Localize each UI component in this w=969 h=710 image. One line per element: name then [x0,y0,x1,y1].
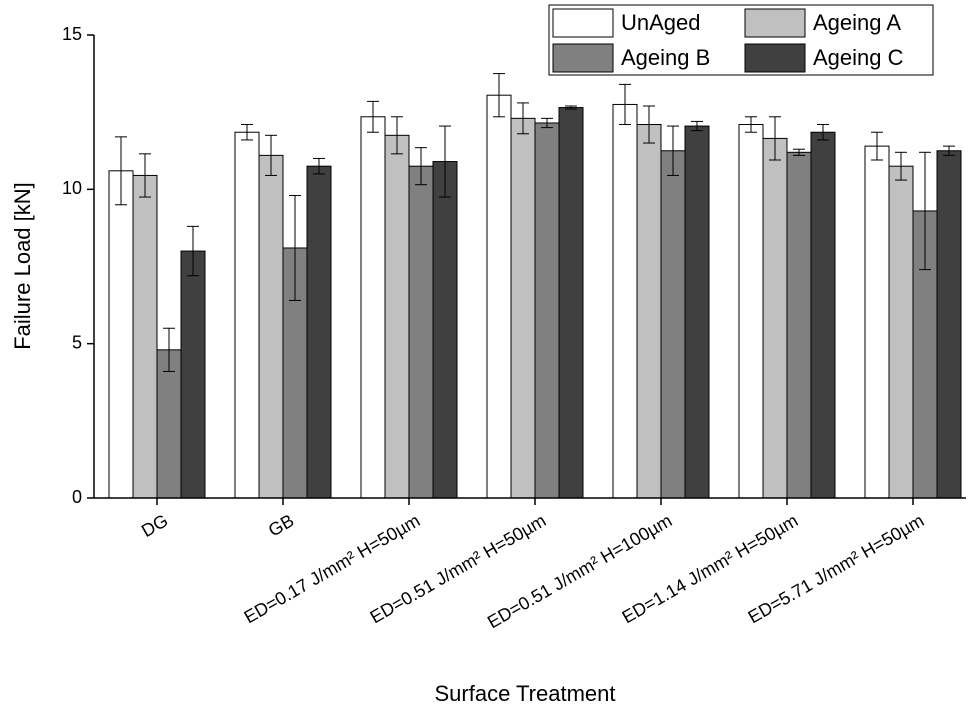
error-bar [565,105,577,110]
error-bar [541,117,553,129]
bar [360,116,386,499]
legend-swatch [744,8,806,38]
bar [510,117,536,499]
error-bar [289,195,301,301]
y-tick-label: 5 [72,332,82,352]
bar [432,161,458,499]
error-bar [895,151,907,181]
x-tick-label: DG [138,510,171,541]
bar [156,349,182,499]
error-bar [793,148,805,156]
legend-label: Ageing C [813,45,904,70]
bar [408,165,434,499]
legend-swatch [552,43,614,73]
bar [306,165,332,499]
legend-swatch [744,43,806,73]
error-bar [391,116,403,155]
bar [684,125,710,499]
legend-label: Ageing B [621,45,710,70]
error-bar [643,105,655,144]
error-bar [241,124,253,141]
y-tick-label: 10 [62,178,82,198]
bar [936,150,962,499]
y-tick-label: 15 [62,24,82,44]
bar [636,124,662,499]
bar [132,174,158,499]
bar [486,94,512,499]
bar [810,131,836,499]
error-bar [691,120,703,132]
bar [864,145,890,499]
error-bar [943,145,955,156]
error-bar [265,134,277,176]
bar [762,137,788,499]
x-axis-title: Surface Treatment [435,681,616,706]
error-bar [439,125,451,198]
bar [558,107,584,499]
error-bar [517,102,529,135]
error-bar [871,131,883,161]
bar [888,165,914,499]
bar [786,151,812,499]
error-bar [187,225,199,277]
error-bar [619,83,631,126]
bar [180,250,206,499]
legend-swatch [552,8,614,38]
bar [384,134,410,499]
error-bar [493,73,505,118]
bar [738,124,764,499]
error-bar [367,100,379,133]
bar [258,154,284,499]
bar [234,131,260,499]
bar [660,150,686,499]
y-axis-title: Failure Load [kN] [10,182,35,350]
legend-label: Ageing A [813,10,901,35]
error-bar [163,327,175,372]
legend-label: UnAged [621,10,701,35]
bar [534,122,560,499]
bar [612,103,638,499]
bar [108,170,134,499]
y-tick-label: 0 [72,487,82,507]
error-bar [415,147,427,186]
error-bar [919,151,931,271]
error-bar [769,116,781,161]
error-bar [313,157,325,175]
error-bar [115,136,127,206]
error-bar [139,153,151,198]
error-bar [667,125,679,176]
error-bar [745,116,757,133]
x-tick-label: GB [265,510,298,540]
error-bar [817,124,829,141]
